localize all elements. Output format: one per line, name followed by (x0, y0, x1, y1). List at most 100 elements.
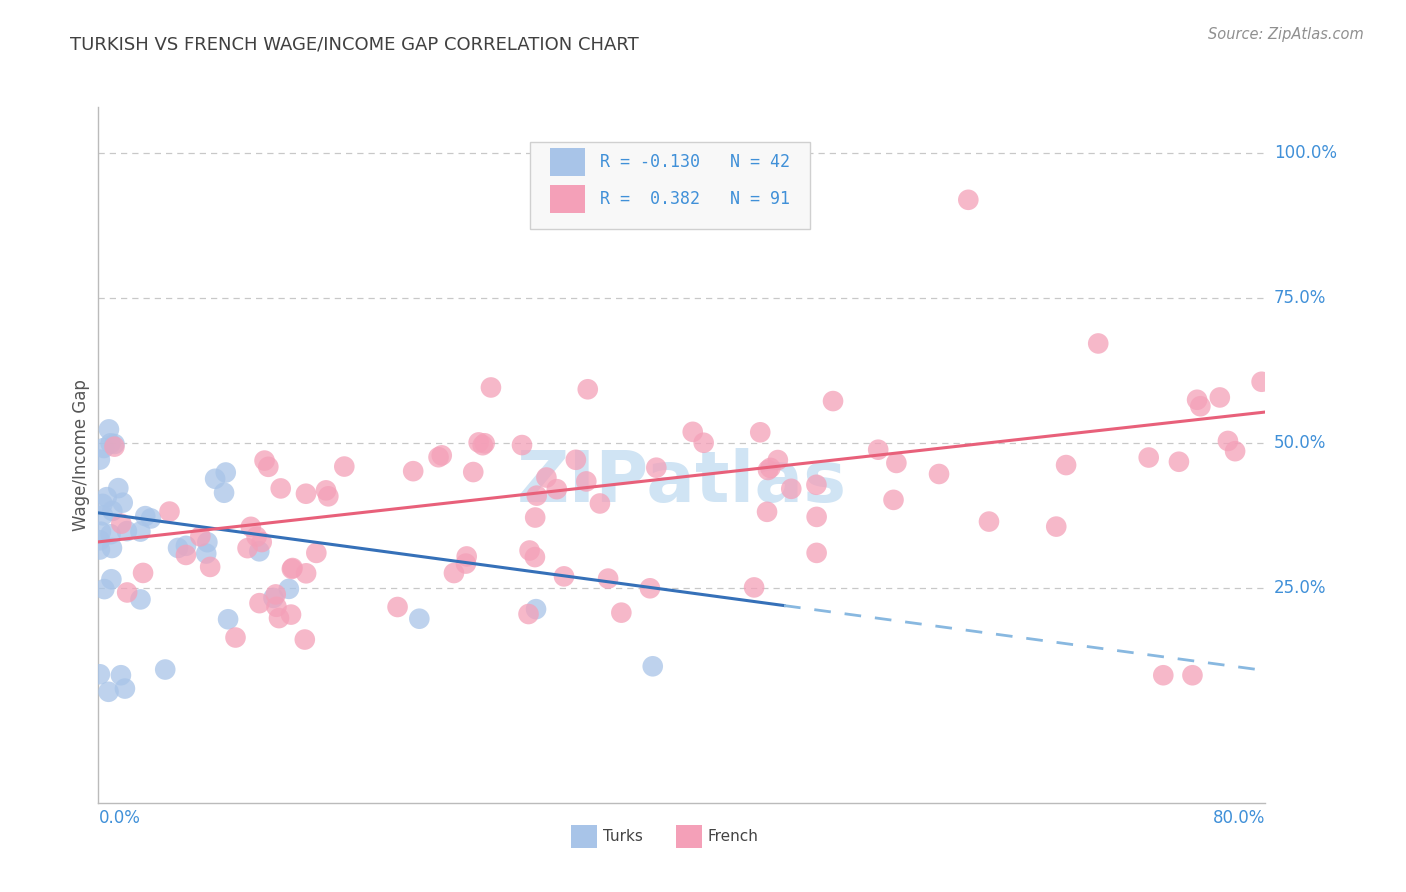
Point (759, 461, 782, 475)
Point (427, 450, 450, 465)
Point (1216, 434, 1239, 448)
Point (215, 466, 238, 480)
Point (598, 572, 620, 586)
Text: 100.0%: 100.0% (1274, 145, 1337, 162)
Point (641, 659, 664, 673)
Point (526, 489, 548, 503)
Point (96, 490, 118, 504)
Point (756, 505, 779, 519)
Point (756, 463, 779, 477)
Point (575, 475, 598, 489)
Point (821, 394, 844, 409)
Point (236, 541, 259, 555)
Point (159, 505, 181, 519)
Point (294, 632, 316, 647)
Point (262, 591, 284, 605)
Point (749, 425, 772, 440)
Text: 50.0%: 50.0% (1274, 434, 1326, 452)
Point (89, 452, 111, 467)
Point (198, 560, 221, 574)
FancyBboxPatch shape (530, 142, 810, 229)
Point (103, 440, 125, 454)
Point (101, 504, 124, 518)
Point (245, 530, 267, 544)
Point (217, 612, 239, 626)
Point (553, 569, 575, 583)
Bar (571, 825, 596, 848)
Point (204, 472, 226, 486)
Point (239, 520, 262, 534)
Point (114, 681, 136, 696)
Point (115, 585, 138, 599)
Text: 80.0%: 80.0% (1213, 809, 1265, 827)
Point (280, 607, 302, 622)
Text: Source: ZipAtlas.com: Source: ZipAtlas.com (1208, 27, 1364, 42)
Point (479, 380, 502, 394)
Point (1054, 458, 1077, 472)
Point (463, 465, 485, 479)
Point (766, 453, 789, 467)
Point (868, 442, 890, 457)
Point (264, 587, 287, 601)
Point (90, 524, 112, 539)
Text: R = -0.130   N = 42: R = -0.130 N = 42 (600, 153, 790, 170)
Point (129, 592, 152, 607)
Point (454, 557, 477, 571)
Y-axis label: Wage/Income Gap: Wage/Income Gap (72, 379, 90, 531)
Point (249, 596, 271, 610)
Point (1250, 375, 1272, 389)
Point (692, 435, 714, 450)
Point (115, 524, 138, 538)
Point (387, 600, 409, 615)
Point (576, 382, 599, 396)
Point (780, 482, 803, 496)
Point (1168, 455, 1191, 469)
Point (267, 611, 290, 625)
Point (928, 467, 950, 481)
Point (1087, 336, 1109, 351)
Point (474, 436, 496, 450)
Point (524, 510, 547, 524)
Point (806, 509, 828, 524)
Point (1223, 444, 1246, 458)
Point (882, 492, 904, 507)
Point (295, 566, 318, 581)
Point (546, 482, 568, 496)
Point (536, 470, 558, 484)
Point (266, 599, 288, 614)
Point (519, 543, 541, 558)
Point (742, 581, 765, 595)
Point (129, 524, 152, 539)
Point (247, 544, 270, 558)
Point (132, 566, 155, 580)
Point (957, 193, 980, 207)
Point (253, 453, 276, 467)
Point (408, 612, 430, 626)
Point (1137, 450, 1160, 465)
Point (89, 542, 111, 557)
Point (305, 546, 328, 560)
Point (281, 561, 304, 575)
Point (886, 456, 908, 470)
Point (97, 685, 120, 699)
Point (456, 549, 478, 564)
Point (1181, 668, 1204, 682)
Text: 0.0%: 0.0% (98, 809, 141, 827)
Point (977, 515, 1000, 529)
Text: Turks: Turks (603, 829, 643, 844)
Text: R =  0.382   N = 91: R = 0.382 N = 91 (600, 190, 790, 209)
Point (89, 533, 111, 548)
Point (565, 452, 588, 467)
Point (281, 562, 304, 576)
Point (610, 606, 633, 620)
Point (93, 582, 115, 596)
Point (100, 572, 122, 586)
Point (1152, 668, 1174, 682)
Point (443, 566, 465, 580)
Point (103, 437, 125, 451)
Point (430, 448, 453, 462)
Point (110, 668, 132, 682)
Point (645, 460, 668, 475)
Point (806, 477, 828, 491)
Text: ZIPatlas: ZIPatlas (517, 449, 846, 517)
